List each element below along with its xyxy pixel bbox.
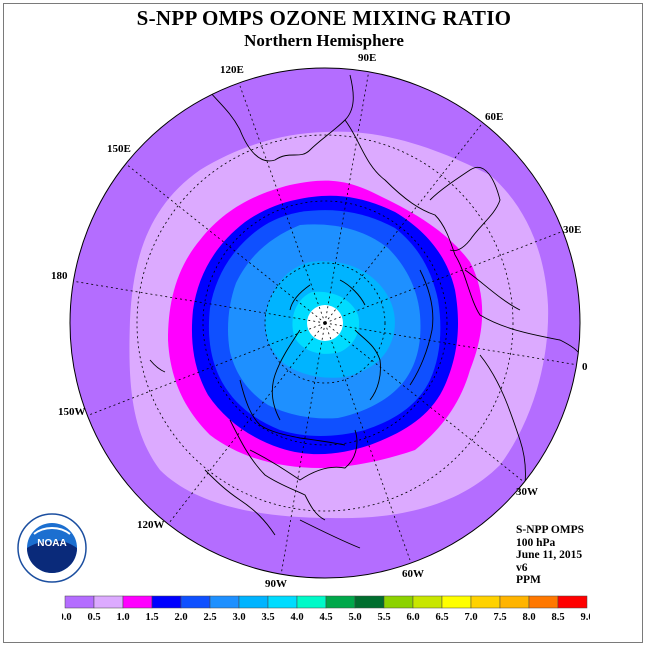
- longitude-label-90e: 90E: [358, 52, 376, 64]
- figure-subtitle: Northern Hemisphere: [244, 31, 404, 50]
- color-scale-tick-label: 8.0: [522, 612, 535, 623]
- color-scale-box: [267, 595, 298, 609]
- color-scale-labels: 0.0 0.5 1.0 1.5 2.0 2.5 3.0 3.5 4.0 4.5 5.0 5.5 6.0 6…: [62, 612, 590, 623]
- color-scale-tick-label: 4.0: [290, 612, 303, 623]
- info-units: PPM: [516, 574, 541, 586]
- color-scale-box: [470, 595, 501, 609]
- info-panel: S-NPP OMPS 100 hPa June 11, 2015 v6 PPM: [516, 524, 584, 587]
- color-scale-tick-label: 1.0: [116, 612, 129, 623]
- color-scale-box: [238, 595, 269, 609]
- noaa-logo: NOAA: [17, 513, 87, 583]
- color-scale-tick-label: 2.5: [203, 612, 216, 623]
- color-scale-box: [412, 595, 443, 609]
- color-scale-tick-label: 5.5: [377, 612, 390, 623]
- color-scale-box: [528, 595, 559, 609]
- color-scale-box: [93, 595, 124, 609]
- color-scale-box: [499, 595, 530, 609]
- color-scale-box: [354, 595, 385, 609]
- longitude-labels: 90E 60E 30E 0 30W 60W 90W 120W 150W 180 …: [51, 52, 588, 590]
- figure-title: S-NPP OMPS OZONE MIXING RATIO: [136, 6, 512, 30]
- color-scale-tick-label: 6.5: [435, 612, 448, 623]
- color-scale-box: [383, 595, 414, 609]
- longitude-label-60e: 60E: [485, 111, 503, 123]
- color-scale-boxes: [64, 595, 588, 609]
- info-version: v6: [516, 561, 528, 574]
- color-scale-tick-label: 5.0: [348, 612, 361, 623]
- info-date: June 11, 2015: [516, 549, 583, 561]
- longitude-label-150e: 150E: [107, 143, 131, 155]
- noaa-logo-text: NOAA: [37, 538, 66, 549]
- color-scale-box: [64, 595, 95, 609]
- color-scale-tick-label: 7.5: [493, 612, 506, 623]
- coastlines: [149, 74, 580, 571]
- map-boundary: [69, 67, 581, 579]
- color-scale-tick-label: 8.5: [551, 612, 564, 623]
- color-scale-tick-label: 7.0: [464, 612, 477, 623]
- longitude-label-30e: 30E: [563, 224, 581, 236]
- color-scale-box: [151, 595, 182, 609]
- longitude-label-60w: 60W: [402, 568, 424, 580]
- graticule: [71, 69, 579, 576]
- info-level: 100 hPa: [516, 536, 556, 549]
- color-scale-box: [325, 595, 356, 609]
- color-scale-tick-label: 0.0: [62, 612, 72, 623]
- color-scale-tick-label: 2.0: [174, 612, 187, 623]
- color-scale: 0.0 0.5 1.0 1.5 2.0 2.5 3.0 3.5 4.0 4.5 5.0 5.5 6.0 6…: [62, 595, 590, 623]
- longitude-label-90w: 90W: [265, 578, 287, 590]
- longitude-label-120w: 120W: [137, 519, 165, 531]
- color-scale-tick-label: 6.0: [406, 612, 419, 623]
- longitude-label-150w: 150W: [58, 406, 86, 418]
- color-scale-box: [296, 595, 327, 609]
- color-scale-box: [122, 595, 153, 609]
- longitude-label-30w: 30W: [516, 486, 538, 498]
- figure-border: [3, 3, 643, 643]
- color-scale-tick-label: 4.5: [319, 612, 332, 623]
- longitude-label-180: 180: [51, 270, 68, 282]
- color-scale-box: [441, 595, 472, 609]
- color-scale-tick-label: 3.0: [232, 612, 245, 623]
- color-scale-tick-label: 0.5: [87, 612, 100, 623]
- longitude-label-0: 0: [582, 361, 588, 373]
- color-scale-box: [209, 595, 240, 609]
- color-scale-tick-label: 3.5: [261, 612, 274, 623]
- color-scale-tick-label: 9.0: [580, 612, 590, 623]
- color-scale-box: [180, 595, 211, 609]
- color-scale-box: [557, 595, 588, 609]
- info-instrument: S-NPP OMPS: [516, 524, 585, 536]
- longitude-label-120e: 120E: [220, 64, 244, 76]
- color-scale-tick-label: 1.5: [145, 612, 158, 623]
